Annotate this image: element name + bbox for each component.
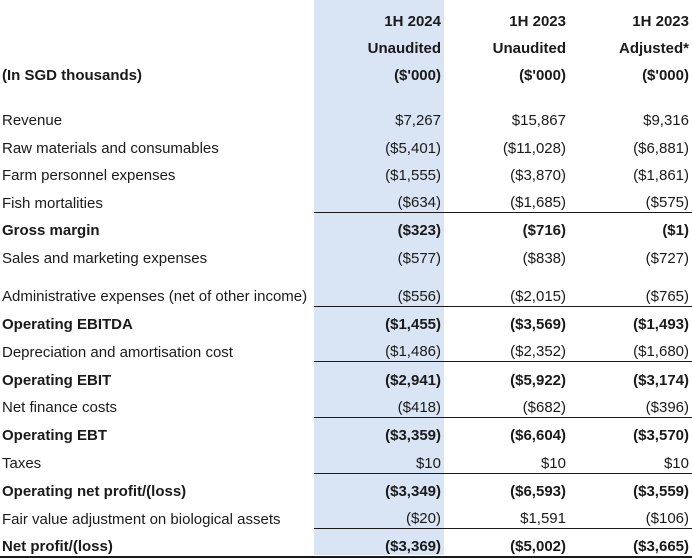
row-value-adjusted: ($3,665) bbox=[569, 528, 692, 558]
row-value-1h-2023: ($2,015) bbox=[444, 267, 569, 307]
header-unit-2: ($'000) bbox=[519, 67, 566, 84]
row-value-1h-2024: ($418) bbox=[314, 389, 444, 418]
table-row-fish-mortalities: Fish mortalities ($634) ($1,685) ($575) bbox=[0, 184, 692, 214]
row-label: Gross margin bbox=[2, 222, 100, 240]
table-row-net-finance-costs: Net finance costs ($418) ($682) ($396) bbox=[0, 389, 692, 418]
table-row-operating-ebitda: Operating EBITDA ($1,455) ($3,569) ($1,4… bbox=[0, 306, 692, 334]
header-row-units: (In SGD thousands) ($'000) ($'000) ($'00… bbox=[0, 58, 692, 85]
row-value-1h-2023: ($5,002) bbox=[444, 528, 569, 558]
units-label: (In SGD thousands) bbox=[2, 67, 142, 84]
row-label: Administrative expenses (net of other in… bbox=[2, 288, 308, 306]
row-value-1h-2024: ($20) bbox=[314, 500, 444, 530]
header-unit-1: ($'000) bbox=[394, 67, 441, 84]
row-value-1h-2023: ($838) bbox=[522, 249, 566, 267]
row-value-1h-2024: ($3,369) bbox=[314, 528, 444, 558]
header-row-period: 1H 2024 1H 2023 1H 2023 bbox=[0, 0, 692, 31]
header-row-status: Unaudited Unaudited Adjusted* bbox=[0, 31, 692, 58]
table-row-gross-margin: Gross margin ($323) ($716) ($1) bbox=[0, 213, 692, 241]
row-value-1h-2024: ($1,486) bbox=[314, 334, 444, 363]
spacer-row bbox=[0, 85, 692, 103]
row-value-1h-2023: $10 bbox=[444, 445, 569, 474]
row-label: Operating net profit/(loss) bbox=[2, 482, 187, 500]
row-label: Net profit/(loss) bbox=[0, 528, 314, 558]
header-status-3: Adjusted* bbox=[618, 40, 689, 57]
row-value-1h-2023: ($1,685) bbox=[444, 184, 569, 214]
table-row-operating-net-profit: Operating net profit/(loss) ($3,349) ($6… bbox=[0, 473, 692, 501]
table-row-raw-materials: Raw materials and consumables ($5,401) (… bbox=[0, 130, 692, 157]
row-label: Taxes bbox=[2, 455, 42, 473]
row-label: Fish mortalities bbox=[2, 194, 103, 212]
table-row-farm-personnel: Farm personnel expenses ($1,555) ($3,870… bbox=[0, 158, 692, 185]
row-label: Revenue bbox=[2, 112, 63, 130]
row-label: Depreciation and amortisation cost bbox=[2, 343, 233, 361]
table-row-operating-ebit: Operating EBIT ($2,941) ($5,922) ($3,174… bbox=[0, 362, 692, 390]
row-label: Sales and marketing expenses bbox=[2, 249, 208, 267]
row-label: Operating EBIT bbox=[2, 371, 112, 389]
table-row-depreciation: Depreciation and amortisation cost ($1,4… bbox=[0, 334, 692, 363]
table-row-administrative: Administrative expenses (net of other in… bbox=[0, 267, 692, 307]
row-value-1h-2023: ($716) bbox=[522, 222, 566, 240]
row-value-1h-2023: ($6,593) bbox=[510, 482, 566, 500]
table-row-taxes: Taxes $10 $10 $10 bbox=[0, 445, 692, 474]
row-value-adjusted: ($106) bbox=[569, 500, 692, 530]
row-label: Fair value adjustment on biological asse… bbox=[2, 510, 281, 528]
row-label: Farm personnel expenses bbox=[2, 166, 176, 184]
row-value-1h-2024: ($634) bbox=[314, 184, 444, 214]
row-value-1h-2023: ($6,604) bbox=[510, 427, 566, 445]
row-value-1h-2023: $15,867 bbox=[511, 112, 566, 130]
header-label-cell bbox=[0, 31, 314, 58]
row-value-adjusted: ($1,493) bbox=[633, 316, 689, 334]
row-value-adjusted: ($3,570) bbox=[633, 427, 689, 445]
row-value-1h-2024: ($323) bbox=[397, 222, 441, 240]
row-value-adjusted: ($727) bbox=[645, 249, 689, 267]
row-value-1h-2023: ($5,922) bbox=[510, 371, 566, 389]
row-value-adjusted: ($575) bbox=[569, 184, 692, 214]
header-unit-3: ($'000) bbox=[642, 67, 689, 84]
row-value-adjusted: ($3,174) bbox=[633, 371, 689, 389]
header-1h-2024: 1H 2024 bbox=[384, 13, 441, 30]
row-value-1h-2024: $7,267 bbox=[395, 112, 441, 130]
row-value-1h-2024: ($3,349) bbox=[385, 482, 441, 500]
table-row-net-profit: Net profit/(loss) ($3,369) ($5,002) ($3,… bbox=[0, 528, 692, 558]
row-value-1h-2023: ($3,870) bbox=[510, 166, 566, 184]
table-row-operating-ebt: Operating EBT ($3,359) ($6,604) ($3,570) bbox=[0, 417, 692, 445]
row-label: Net finance costs bbox=[2, 399, 118, 417]
row-value-1h-2023: $1,591 bbox=[444, 500, 569, 530]
row-value-adjusted: ($6,881) bbox=[633, 139, 689, 157]
row-label: Operating EBITDA bbox=[2, 316, 133, 334]
table-row-revenue: Revenue $7,267 $15,867 $9,316 bbox=[0, 103, 692, 130]
table-row-sales-marketing: Sales and marketing expenses ($577) ($83… bbox=[0, 240, 692, 267]
row-value-adjusted: ($1) bbox=[662, 222, 689, 240]
row-value-1h-2024: $10 bbox=[314, 445, 444, 474]
header-1h-2023-adjusted: 1H 2023 bbox=[632, 13, 689, 30]
row-value-1h-2024: ($5,401) bbox=[385, 139, 441, 157]
row-value-adjusted: ($1,861) bbox=[633, 166, 689, 184]
row-label: Raw materials and consumables bbox=[2, 139, 219, 157]
row-value-1h-2023: ($682) bbox=[444, 389, 569, 418]
row-value-1h-2024: ($2,941) bbox=[385, 371, 441, 389]
header-1h-2023: 1H 2023 bbox=[509, 13, 566, 30]
row-value-adjusted: ($1,680) bbox=[569, 334, 692, 363]
row-label: Operating EBT bbox=[2, 427, 108, 445]
row-value-1h-2024: ($1,555) bbox=[385, 166, 441, 184]
row-value-adjusted: $10 bbox=[569, 445, 692, 474]
row-value-1h-2024: ($556) bbox=[314, 267, 444, 307]
header-status-2: Unaudited bbox=[492, 40, 566, 57]
row-value-1h-2023: ($11,028) bbox=[502, 139, 566, 157]
row-value-1h-2024: ($1,455) bbox=[385, 316, 441, 334]
row-value-1h-2023: ($3,569) bbox=[510, 316, 566, 334]
row-value-adjusted: $9,316 bbox=[643, 112, 689, 130]
row-value-adjusted: ($765) bbox=[569, 267, 692, 307]
row-value-adjusted: ($396) bbox=[569, 389, 692, 418]
row-value-1h-2024: ($577) bbox=[397, 249, 441, 267]
row-value-adjusted: ($3,559) bbox=[633, 482, 689, 500]
table-row-fair-value-adjustment: Fair value adjustment on biological asse… bbox=[0, 500, 692, 530]
header-label-cell bbox=[0, 0, 314, 31]
row-value-1h-2024: ($3,359) bbox=[385, 427, 441, 445]
header-status-1: Unaudited bbox=[367, 40, 441, 57]
row-value-1h-2023: ($2,352) bbox=[444, 334, 569, 363]
